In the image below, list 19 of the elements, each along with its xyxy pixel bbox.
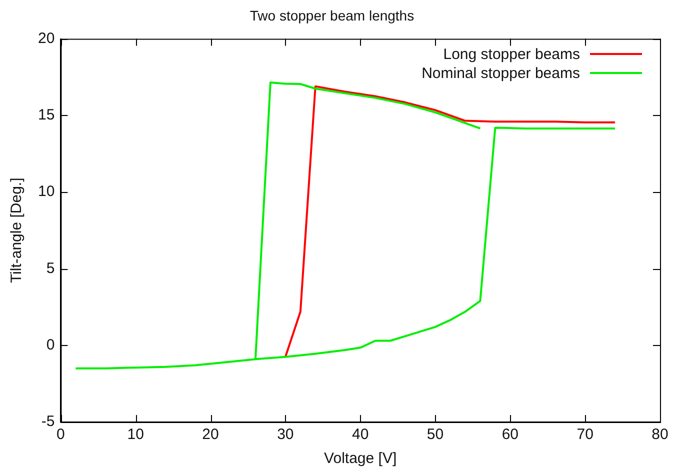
x-tick-label: 80 (652, 426, 668, 444)
y-tick-label: 20 (38, 30, 55, 47)
legend-label: Nominal stopper beams (422, 64, 580, 82)
y-tick-label: 15 (38, 106, 55, 124)
x-tick-label: 20 (202, 426, 219, 444)
x-tick-label: 50 (426, 426, 444, 444)
y-tick-label: -5 (41, 413, 55, 430)
y-tick-label: 5 (46, 260, 55, 277)
chart-title: Two stopper beam lengths (250, 7, 414, 24)
y-axis-title: Tilt-angle [Deg.] (8, 178, 26, 284)
y-tick-label: 0 (46, 336, 55, 354)
x-tick-label: 30 (277, 426, 294, 444)
x-tick-label: 10 (127, 426, 144, 444)
y-tick-label: 10 (38, 183, 55, 200)
x-tick-label: 40 (352, 426, 369, 444)
x-tick-label: 70 (576, 426, 594, 444)
x-axis-title: Voltage [V] (324, 450, 397, 468)
x-tick-label: 60 (502, 426, 519, 444)
legend-label: Long stopper beams (443, 46, 580, 63)
